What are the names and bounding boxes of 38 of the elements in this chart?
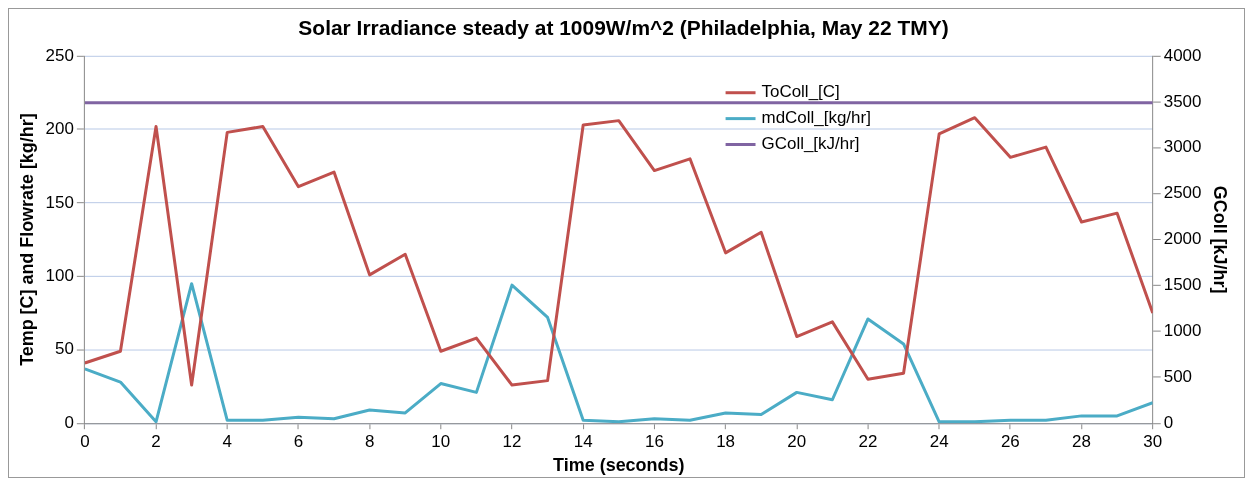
y2-tick-label: 500 bbox=[1163, 367, 1193, 386]
y2-tick-label: 0 bbox=[1163, 412, 1174, 432]
y2-tick-label: 2000 bbox=[1163, 229, 1202, 249]
x-tick-label: 4 bbox=[222, 432, 232, 452]
x-tick-label: 18 bbox=[716, 432, 736, 452]
x-tick-label: 6 bbox=[293, 432, 304, 452]
y2-tick-label: 1000 bbox=[1163, 321, 1202, 341]
y2-tick-label: 1500 bbox=[1163, 275, 1202, 295]
x-tick-label: 22 bbox=[858, 432, 878, 452]
x-tick-label: 10 bbox=[431, 432, 451, 452]
legend-label: mdColl_[kg/hr] bbox=[761, 108, 871, 128]
y2-tick-label: 3500 bbox=[1163, 91, 1202, 111]
x-tick-label: 12 bbox=[502, 432, 522, 452]
y-tick-label: 50 bbox=[54, 339, 74, 359]
x-tick-label: 28 bbox=[1072, 432, 1091, 452]
chart-title: Solar Irradiance steady at 1009W/m^2 (Philadelphia, May 22 TMY) bbox=[298, 16, 949, 40]
x-tick-label: 14 bbox=[573, 432, 593, 452]
x-tick-label: 0 bbox=[80, 432, 90, 452]
x-tick-label: 8 bbox=[364, 432, 375, 452]
y2-tick-label: 2500 bbox=[1163, 183, 1202, 203]
y-tick-label: 200 bbox=[45, 119, 74, 139]
y-axis-title: Temp [C] and Flowrate [kg/hr] bbox=[16, 113, 37, 366]
y-tick-label: 0 bbox=[64, 412, 74, 432]
y-tick-label: 250 bbox=[45, 45, 74, 65]
y-tick-label: 100 bbox=[45, 266, 74, 285]
x-tick-label: 20 bbox=[787, 432, 807, 452]
x-tick-label: 24 bbox=[929, 432, 949, 452]
x-tick-label: 2 bbox=[151, 432, 161, 452]
y2-axis-title: GColl [kJ/hr] bbox=[1210, 185, 1231, 294]
legend-label: GColl_[kJ/hr] bbox=[761, 134, 860, 154]
y2-tick-label: 3000 bbox=[1163, 137, 1202, 157]
y-tick-label: 150 bbox=[45, 192, 74, 212]
x-tick-label: 26 bbox=[1000, 432, 1020, 452]
x-axis-title: Time (seconds) bbox=[553, 455, 685, 476]
y2-tick-label: 4000 bbox=[1163, 45, 1202, 65]
x-tick-label: 16 bbox=[644, 432, 664, 452]
x-tick-label: 30 bbox=[1143, 432, 1163, 452]
legend-label: ToColl_[C] bbox=[761, 82, 840, 102]
